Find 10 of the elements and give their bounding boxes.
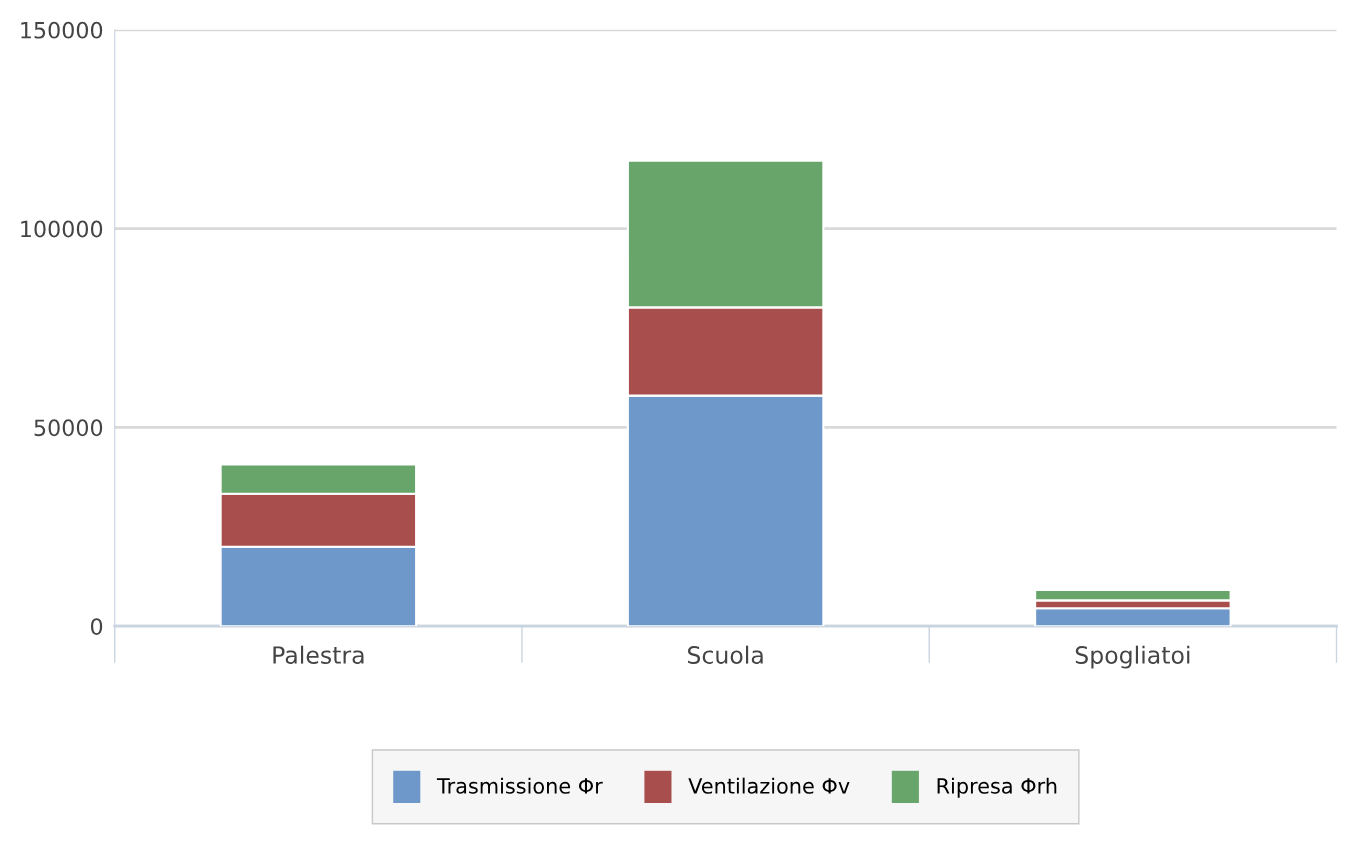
legend-label: Ripresa Φrh (937, 777, 1057, 798)
x-tick-label: Palestra (273, 645, 364, 664)
legend-label: Trasmissione Φr (436, 777, 603, 794)
y-tick-label: 50000 (34, 419, 103, 437)
x-tick-label: Scuola (687, 645, 763, 664)
x-tick-label: Spogliatoi (1075, 645, 1190, 669)
y-tick-label: 150000 (21, 21, 103, 39)
y-tick-label: 0 (90, 618, 103, 635)
y-tick-label: 100000 (21, 220, 103, 238)
legend-label: Ventilazione Φv (688, 777, 850, 794)
